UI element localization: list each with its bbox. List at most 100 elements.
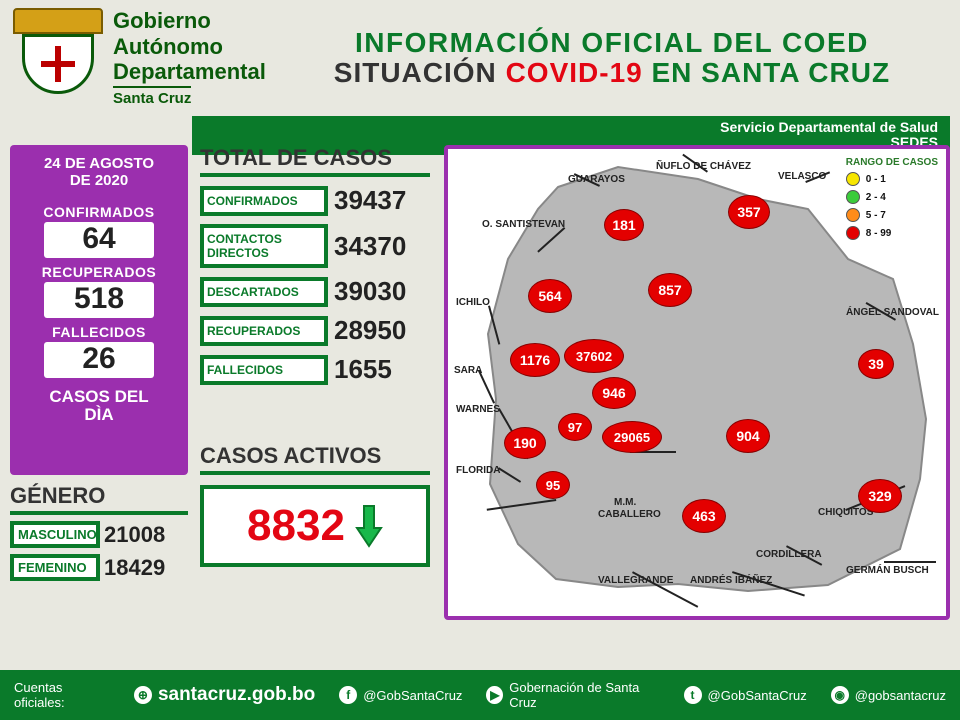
map-legend: RANGO DE CASOS 0 - 1 2 - 4 5 - 7 8 - 99 [846,157,938,244]
gender-title: GÉNERO [10,483,188,515]
gov-line2: Autónomo [113,34,266,59]
total-row: FALLECIDOS1655 [200,354,430,385]
case-marker: 97 [558,413,592,441]
region-label: SARA [454,365,482,376]
daily-deaths-value: 26 [44,342,154,378]
daily-recovered-value: 518 [44,282,154,318]
region-label: CABALLERO [598,509,661,520]
gov-line1: Gobierno [113,8,266,33]
gov-line3: Departamental [113,59,266,84]
footer-youtube: ▶ Gobernación de Santa Cruz [486,680,659,710]
region-label: FLORIDA [456,465,500,476]
instagram-icon: ◉ [831,686,849,704]
region-label: ÁNGEL SANDOVAL [846,307,939,318]
active-title: CASOS ACTIVOS [200,443,430,475]
sedes-line1: Servicio Departamental de Salud [204,120,938,135]
gender-female-value: 18429 [104,555,165,581]
legend-row: 8 - 99 [846,226,938,240]
case-marker: 37602 [564,339,624,373]
coat-of-arms-icon [10,8,105,108]
legend-row: 2 - 4 [846,190,938,204]
totals-title: TOTAL DE CASOS [200,145,430,177]
region-label: WARNES [456,404,500,415]
region-label: O. SANTISTEVAN [482,219,565,230]
case-marker: 95 [536,471,570,499]
header: Gobierno Autónomo Departamental Santa Cr… [0,0,960,112]
daily-panel: 24 DE AGOSTO DE 2020 CONFIRMADOS 64 RECU… [10,145,188,475]
total-row: DESCARTADOS39030 [200,276,430,307]
region-label: VELASCO [778,171,826,182]
legend-row: 0 - 1 [846,172,938,186]
case-marker: 946 [592,377,636,409]
gov-line4: Santa Cruz [113,86,191,107]
total-value: 34370 [334,231,426,262]
facebook-icon: f [339,686,357,704]
map-panel: RANGO DE CASOS 0 - 1 2 - 4 5 - 7 8 - 99 GUA… [444,145,950,620]
case-marker: 904 [726,419,770,453]
daily-confirmed-value: 64 [44,222,154,258]
active-box: 8832 [200,485,430,567]
total-label: CONFIRMADOS [200,186,328,216]
legend-label: 5 - 7 [866,210,886,221]
gender-female-row: FEMENINO 18429 [10,554,188,581]
footer-instagram: ◉ @gobsantacruz [831,686,946,704]
case-marker: 329 [858,479,902,513]
total-label: FALLECIDOS [200,355,328,385]
total-row: CONTACTOS DIRECTOS34370 [200,224,430,268]
case-marker: 357 [728,195,770,229]
total-value: 28950 [334,315,426,346]
footer-website: ⊕ santacruz.gob.bo [134,684,315,706]
active-cases-panel: CASOS ACTIVOS 8832 [200,443,430,567]
title-2b: COVID-19 [506,57,643,88]
total-label: CONTACTOS DIRECTOS [200,224,328,268]
legend-dot-icon [846,226,860,240]
legend-label: 2 - 4 [866,192,886,203]
case-marker: 29065 [602,421,662,453]
case-marker: 463 [682,499,726,533]
total-value: 1655 [334,354,426,385]
footer-cuentas: Cuentas oficiales: [14,680,110,710]
daily-deaths-label: FALLECIDOS [18,324,180,340]
leader-line [884,562,936,564]
totals-panel: TOTAL DE CASOS CONFIRMADOS39437CONTACTOS… [200,145,430,385]
footer-twitter: t @GobSantaCruz [684,686,807,704]
gender-male-value: 21008 [104,522,165,548]
total-row: CONFIRMADOS39437 [200,185,430,216]
total-value: 39437 [334,185,426,216]
main-title: INFORMACIÓN OFICIAL DEL COED SITUACIÓN C… [274,27,950,89]
case-marker: 1176 [510,343,560,377]
legend-dot-icon [846,208,860,222]
legend-title: RANGO DE CASOS [846,157,938,168]
report-date: 24 DE AGOSTO DE 2020 [18,155,180,190]
total-label: DESCARTADOS [200,277,328,307]
legend-label: 8 - 99 [866,228,892,239]
legend-label: 0 - 1 [866,174,886,185]
legend-row: 5 - 7 [846,208,938,222]
main-content: 24 DE AGOSTO DE 2020 CONFIRMADOS 64 RECU… [0,145,960,670]
government-name: Gobierno Autónomo Departamental Santa Cr… [113,8,266,107]
case-marker: 564 [528,279,572,313]
case-marker: 190 [504,427,546,459]
case-marker: 39 [858,349,894,379]
region-label: ANDRÉS IBÁÑEZ [690,575,772,586]
daily-recovered-label: RECUPERADOS [18,264,180,280]
region-label: M.M. [614,497,636,508]
gender-male-label: MASCULINO [10,521,100,548]
region-label: VALLEGRANDE [598,575,673,586]
daily-confirmed-label: CONFIRMADOS [18,204,180,220]
total-row: RECUPERADOS28950 [200,315,430,346]
region-label: GERMÁN BUSCH [846,565,929,576]
region-label: CORDILLERA [756,549,822,560]
twitter-icon: t [684,686,702,704]
title-2a: SITUACIÓN [334,57,506,88]
gender-male-row: MASCULINO 21008 [10,521,188,548]
arrow-down-icon [355,504,383,548]
case-marker: 181 [604,209,644,241]
globe-icon: ⊕ [134,686,152,704]
legend-dot-icon [846,190,860,204]
total-value: 39030 [334,276,426,307]
active-value: 8832 [247,501,345,551]
daily-footer: CASOS DEL DÌA [18,388,180,425]
region-label: GUARAYOS [568,174,625,185]
gender-panel: GÉNERO MASCULINO 21008 FEMENINO 18429 [10,483,188,581]
